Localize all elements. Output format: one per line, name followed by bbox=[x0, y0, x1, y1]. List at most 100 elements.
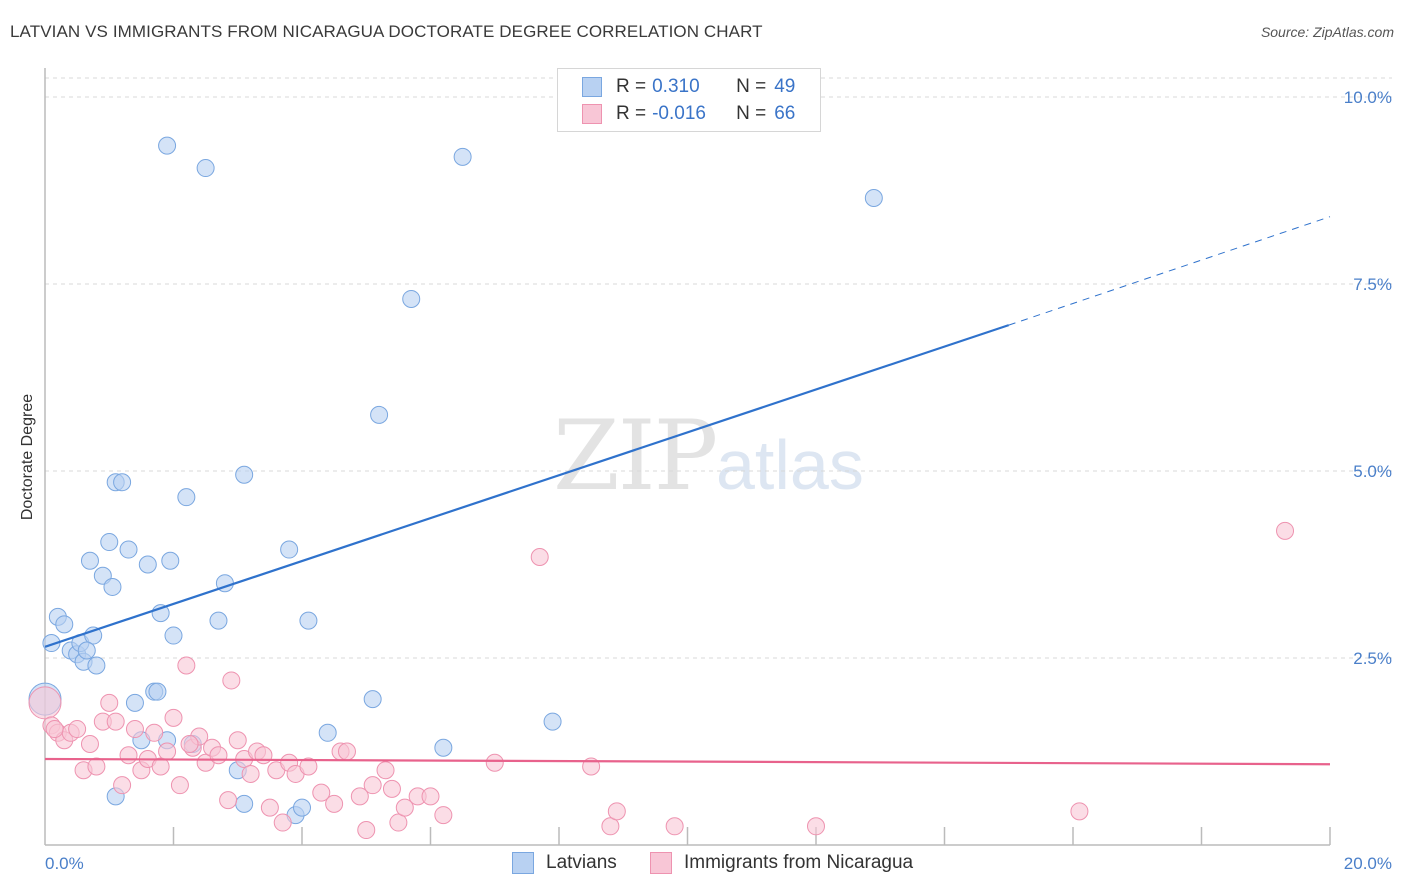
legend-row-latvians: R = 0.310 N = 49 bbox=[582, 75, 795, 99]
latvian-point bbox=[164, 626, 183, 645]
nicaragua-point bbox=[389, 813, 408, 832]
series-legend: Latvians Immigrants from Nicaragua bbox=[0, 852, 1406, 878]
nicaragua-point bbox=[273, 813, 292, 832]
nicaragua-point bbox=[219, 791, 238, 810]
nicaragua-point bbox=[395, 798, 414, 817]
nicaragua-point bbox=[28, 686, 62, 720]
nicaragua-point bbox=[1070, 802, 1089, 821]
nicaragua-point bbox=[87, 757, 106, 776]
latvian-point bbox=[280, 540, 299, 559]
nicaragua-point bbox=[113, 776, 132, 795]
legend-r-label: R = bbox=[616, 103, 647, 124]
latvian-point bbox=[55, 615, 74, 634]
nicaragua-point bbox=[325, 794, 344, 813]
latvian-point bbox=[293, 798, 311, 817]
nicaragua-point bbox=[337, 742, 356, 761]
nicaragua-point bbox=[1276, 521, 1295, 540]
nicaragua-point bbox=[119, 746, 138, 765]
x-tick-label: 0.0% bbox=[45, 854, 84, 873]
latvian-point bbox=[318, 723, 337, 742]
nicaragua-point bbox=[363, 776, 382, 795]
latvian-point bbox=[77, 641, 96, 660]
nicaragua-point bbox=[45, 720, 64, 739]
legend-item-latvians[interactable]: Latvians bbox=[512, 852, 617, 874]
points-layer bbox=[28, 136, 1295, 840]
latvian-point bbox=[158, 136, 177, 155]
latvian-point bbox=[119, 540, 138, 559]
source-label: Source: ZipAtlas.com bbox=[1260, 24, 1394, 40]
watermark-zip: ZIP bbox=[553, 400, 718, 512]
nicaragua-point bbox=[260, 798, 279, 817]
nicaragua-point bbox=[164, 708, 183, 727]
nicaragua-point bbox=[434, 806, 453, 825]
legend-swatch-blue bbox=[582, 77, 602, 97]
watermark-atlas: atlas bbox=[716, 426, 864, 504]
nicaragua-point bbox=[177, 656, 196, 675]
y-tick-label: 2.5% bbox=[1353, 649, 1392, 668]
tick-labels-layer: 2.5% 5.0% 7.5% 10.0% 0.0% 20.0% bbox=[45, 88, 1392, 873]
latvian-point bbox=[434, 738, 453, 757]
axis-layer bbox=[44, 68, 1331, 846]
latvian-point bbox=[113, 473, 132, 492]
nicaragua-point bbox=[485, 753, 504, 772]
legend-r-value: 0.310 bbox=[652, 76, 700, 97]
latvian-point bbox=[235, 465, 254, 484]
legend-n-label: N = bbox=[736, 76, 767, 97]
nicaragua-point bbox=[357, 821, 376, 840]
nicaragua-point bbox=[299, 757, 318, 776]
latvian-point bbox=[87, 656, 106, 675]
y-tick-label: 5.0% bbox=[1353, 462, 1392, 481]
nicaragua-point bbox=[421, 787, 440, 806]
latvian-point bbox=[209, 611, 228, 630]
legend-item-nicaragua[interactable]: Immigrants from Nicaragua bbox=[650, 852, 913, 874]
nicaragua-point bbox=[125, 720, 144, 739]
y-tick-label: 7.5% bbox=[1353, 275, 1392, 294]
nicaragua-point bbox=[254, 746, 273, 765]
nicaragua-point bbox=[68, 720, 87, 739]
nicaragua-point bbox=[106, 712, 125, 731]
latvian-point bbox=[235, 794, 254, 813]
legend-swatch-pink bbox=[582, 104, 602, 124]
latvian-point bbox=[138, 555, 157, 574]
latvian-point bbox=[299, 611, 318, 630]
nicaragua-point bbox=[222, 671, 241, 690]
nicaragua-point bbox=[151, 757, 170, 776]
latvian-point bbox=[161, 551, 180, 570]
nicaragua-point bbox=[665, 817, 684, 836]
legend-r-label: R = bbox=[616, 76, 647, 97]
nicaragua-point bbox=[607, 802, 626, 821]
nicaragua-point bbox=[312, 783, 331, 802]
legend-label-nicaragua: Immigrants from Nicaragua bbox=[684, 852, 914, 873]
latvian-point bbox=[196, 159, 215, 178]
latvian-point bbox=[80, 551, 99, 570]
nicaragua-point bbox=[530, 548, 549, 567]
nicaragua-point bbox=[241, 764, 260, 783]
nicaragua-point bbox=[100, 693, 119, 712]
correlation-legend: R = 0.310 N = 49 R = -0.016 N = 66 bbox=[557, 68, 821, 132]
latvian-point bbox=[42, 634, 61, 653]
latvian-point bbox=[125, 693, 144, 712]
legend-swatch-pink bbox=[650, 852, 672, 874]
legend-n-label: N = bbox=[736, 103, 767, 124]
nicaragua-point bbox=[228, 731, 247, 750]
latvian-trend-line bbox=[44, 324, 1010, 648]
latvian-trend-extension bbox=[1008, 216, 1331, 326]
legend-swatch-blue bbox=[512, 852, 534, 874]
chart-title: LATVIAN VS IMMIGRANTS FROM NICARAGUA DOC… bbox=[10, 22, 763, 41]
latvian-point bbox=[402, 289, 421, 308]
nicaragua-point bbox=[601, 817, 620, 836]
latvian-point bbox=[177, 488, 196, 507]
nicaragua-point bbox=[80, 735, 99, 754]
grid-layer bbox=[45, 77, 1392, 659]
legend-r-value: -0.016 bbox=[652, 103, 706, 124]
trend-layer bbox=[44, 216, 1331, 766]
nicaragua-point bbox=[350, 787, 369, 806]
latvian-point bbox=[864, 188, 883, 207]
latvian-point bbox=[370, 405, 389, 424]
nicaragua-point bbox=[807, 817, 825, 836]
x-tick-label: 20.0% bbox=[1344, 854, 1392, 873]
nicaragua-point bbox=[376, 761, 395, 780]
nicaragua-trend-line bbox=[44, 757, 1331, 766]
legend-label-latvians: Latvians bbox=[546, 852, 617, 873]
